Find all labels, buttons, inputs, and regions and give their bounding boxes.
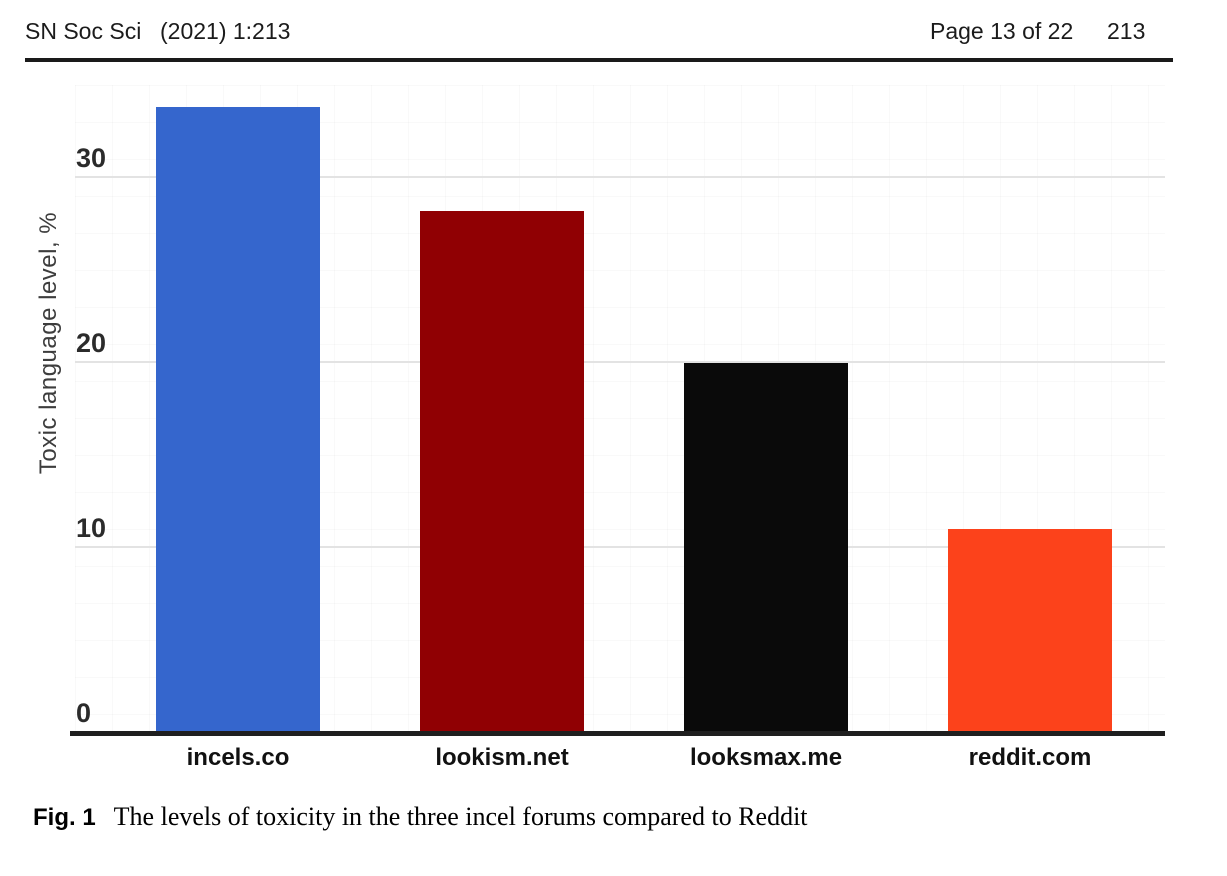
y-tick-label-10: 10: [76, 512, 107, 543]
article-number: 213: [1107, 18, 1146, 44]
y-axis-title: Toxic language level, %: [35, 211, 62, 475]
bar-reddit.com: [948, 529, 1112, 733]
figure-caption-text: The levels of toxicity in the three ince…: [113, 802, 808, 831]
y-tick-label-30: 30: [76, 142, 107, 173]
y-tick-label-20: 20: [76, 327, 107, 358]
gridline-30: [75, 175, 1165, 178]
x-category-label-lookism.net: lookism.net: [435, 744, 569, 771]
journal-name: SN Soc Sci: [25, 18, 142, 44]
y-tick-label-0: 0: [76, 698, 92, 728]
bar-incels.co: [156, 107, 320, 733]
header-rule: [25, 58, 1173, 62]
x-category-label-incels.co: incels.co: [186, 744, 290, 771]
gridline-20: [75, 360, 1165, 363]
x-axis-line: [70, 731, 1165, 736]
issue-citation: (2021) 1:213: [160, 18, 291, 44]
bar-lookism.net: [420, 210, 584, 733]
x-category-label-reddit.com: reddit.com: [968, 744, 1092, 771]
page-info: Page 13 of 22: [930, 18, 1074, 44]
figure-caption: Fig. 1 The levels of toxicity in the thre…: [33, 801, 1133, 832]
bar-chart-plot-area: 0 10 20 30: [75, 85, 1165, 733]
x-category-label-looksmax.me: looksmax.me: [689, 744, 843, 771]
gridline-10: [75, 545, 1165, 548]
bar-looksmax.me: [684, 362, 848, 733]
figure-caption-label: Fig. 1: [33, 804, 96, 831]
